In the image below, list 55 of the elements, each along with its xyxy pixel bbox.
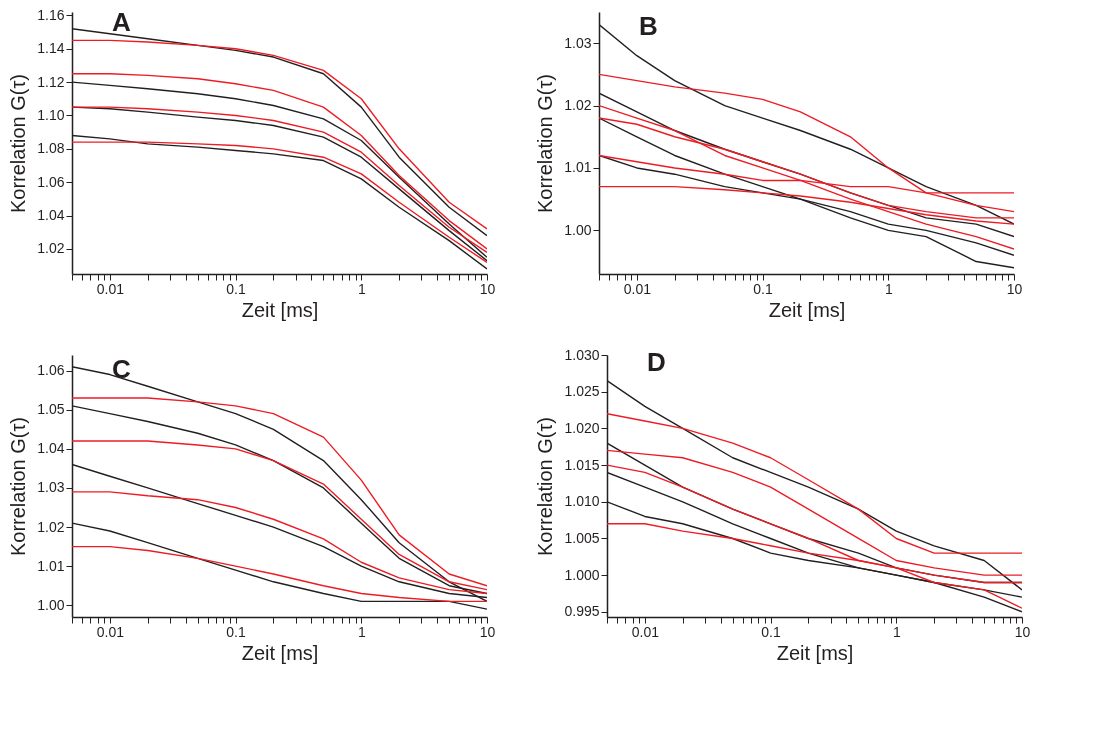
y-axis-title: Korrelation G(τ) <box>7 416 30 557</box>
x-tick-label: 0.01 <box>96 623 125 640</box>
y-tick-label: 1.000 <box>564 566 600 583</box>
y-tick-label: 1.06 <box>37 362 65 379</box>
x-tick-label: 0.1 <box>226 623 246 640</box>
x-tick-label: 10 <box>1006 280 1023 297</box>
y-tick-label: 1.04 <box>37 440 65 457</box>
x-tick-label: 10 <box>479 280 496 297</box>
y-tick-label: 1.020 <box>564 419 600 436</box>
y-tick-label: 1.14 <box>37 40 65 57</box>
x-tick-label: 0.1 <box>761 623 781 640</box>
y-tick-label: 1.01 <box>37 557 65 574</box>
y-tick-label: 1.10 <box>37 106 65 123</box>
y-tick-label: 1.015 <box>564 456 600 473</box>
x-tick-label: 10 <box>1014 623 1031 640</box>
y-tick-label: 1.025 <box>564 383 600 400</box>
y-tick-label: 1.02 <box>564 97 592 114</box>
y-tick-label: 1.05 <box>37 401 65 418</box>
y-tick-label: 1.00 <box>564 221 592 238</box>
y-tick-label: 1.02 <box>37 518 65 535</box>
x-tick-label: 1 <box>357 623 366 640</box>
x-axis-title: Zeit [ms] <box>241 641 319 664</box>
x-tick-label: 1 <box>884 280 893 297</box>
chart-title: D <box>647 347 666 377</box>
y-axis-title: Korrelation G(τ) <box>534 416 557 557</box>
x-tick-label: 0.1 <box>226 280 246 297</box>
x-axis-title: Zeit [ms] <box>776 641 854 664</box>
chart-title: A <box>112 7 131 38</box>
y-tick-label: 1.02 <box>37 240 65 257</box>
y-tick-label: 1.00 <box>37 596 65 613</box>
y-tick-label: 1.08 <box>37 140 65 157</box>
y-tick-label: 1.010 <box>564 493 600 510</box>
x-axis-title: Zeit [ms] <box>768 298 846 321</box>
y-tick-label: 1.01 <box>564 159 592 176</box>
x-tick-label: 0.01 <box>623 280 652 297</box>
x-tick-label: 0.1 <box>753 280 773 297</box>
y-tick-label: 1.005 <box>564 529 600 546</box>
y-tick-label: 1.16 <box>37 6 65 23</box>
x-tick-label: 10 <box>479 623 496 640</box>
y-tick-label: 1.03 <box>564 34 592 51</box>
y-tick-label: 1.04 <box>37 207 65 224</box>
y-tick-label: 0.995 <box>564 603 600 620</box>
y-tick-label: 1.030 <box>564 346 600 363</box>
y-axis-title: Korrelation G(τ) <box>7 73 30 214</box>
x-axis-title: Zeit [ms] <box>241 298 319 321</box>
x-tick-label: 0.01 <box>631 623 660 640</box>
chart-title: B <box>639 11 658 41</box>
x-tick-label: 1 <box>892 623 901 640</box>
x-tick-label: 0.01 <box>96 280 125 297</box>
y-tick-label: 1.06 <box>37 173 65 190</box>
x-tick-label: 1 <box>357 280 366 297</box>
y-tick-label: 1.12 <box>37 73 65 90</box>
y-axis-title: Korrelation G(τ) <box>534 73 557 214</box>
y-tick-label: 1.03 <box>37 479 65 496</box>
chart-title: C <box>112 354 131 384</box>
